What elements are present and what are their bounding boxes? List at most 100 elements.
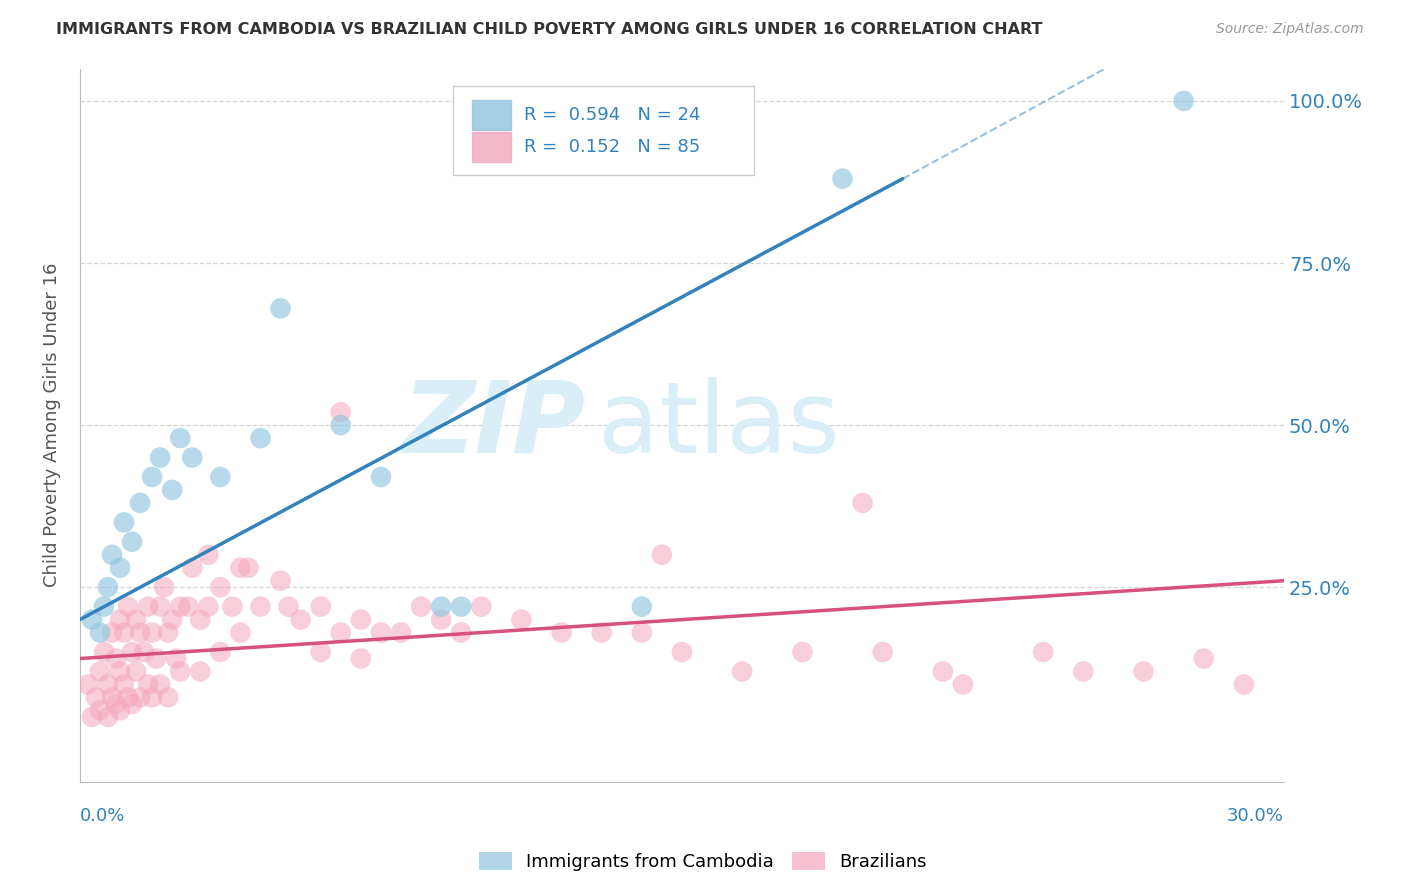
Point — [249, 431, 271, 445]
Point — [121, 697, 143, 711]
Point — [389, 625, 412, 640]
Point — [136, 599, 159, 614]
Point — [160, 483, 183, 497]
Legend: Immigrants from Cambodia, Brazilians: Immigrants from Cambodia, Brazilians — [472, 845, 934, 879]
Point — [169, 599, 191, 614]
Point — [129, 690, 152, 705]
Point — [181, 560, 204, 574]
Point — [1073, 665, 1095, 679]
Point — [270, 301, 292, 316]
Text: atlas: atlas — [598, 376, 839, 474]
Point — [831, 171, 853, 186]
Point — [430, 613, 453, 627]
Point — [249, 599, 271, 614]
Point — [121, 645, 143, 659]
Point — [270, 574, 292, 588]
Point — [591, 625, 613, 640]
Point — [181, 450, 204, 465]
Point — [149, 450, 172, 465]
Y-axis label: Child Poverty Among Girls Under 16: Child Poverty Among Girls Under 16 — [44, 263, 60, 587]
Point — [108, 560, 131, 574]
Point — [630, 625, 652, 640]
FancyBboxPatch shape — [472, 100, 510, 130]
Point — [651, 548, 673, 562]
Point — [136, 677, 159, 691]
Point — [229, 560, 252, 574]
Point — [350, 651, 373, 665]
Point — [77, 677, 100, 691]
Point — [510, 613, 533, 627]
Text: R =  0.152   N = 85: R = 0.152 N = 85 — [524, 138, 700, 156]
Text: 0.0%: 0.0% — [80, 807, 125, 825]
Point — [157, 625, 180, 640]
Point — [145, 651, 167, 665]
Point — [450, 599, 472, 614]
Point — [209, 580, 232, 594]
Point — [89, 665, 111, 679]
Point — [290, 613, 312, 627]
Point — [872, 645, 894, 659]
Point — [169, 431, 191, 445]
Point — [101, 625, 124, 640]
Text: Source: ZipAtlas.com: Source: ZipAtlas.com — [1216, 22, 1364, 37]
Point — [97, 580, 120, 594]
Point — [450, 625, 472, 640]
Point — [370, 470, 392, 484]
Point — [430, 599, 453, 614]
Point — [792, 645, 814, 659]
Point — [97, 710, 120, 724]
Point — [125, 613, 148, 627]
Text: ZIP: ZIP — [402, 376, 586, 474]
Point — [121, 534, 143, 549]
Point — [104, 697, 127, 711]
Point — [177, 599, 200, 614]
Point — [470, 599, 492, 614]
Point — [141, 470, 163, 484]
Point — [851, 496, 873, 510]
Point — [108, 613, 131, 627]
Point — [329, 418, 352, 433]
Point — [630, 599, 652, 614]
Point — [370, 625, 392, 640]
Point — [952, 677, 974, 691]
Point — [132, 645, 155, 659]
Point — [329, 625, 352, 640]
Point — [731, 665, 754, 679]
Point — [149, 677, 172, 691]
Point — [209, 645, 232, 659]
Point — [153, 580, 176, 594]
Point — [165, 651, 187, 665]
Point — [101, 690, 124, 705]
Point — [112, 677, 135, 691]
Point — [671, 645, 693, 659]
Point — [550, 625, 572, 640]
Point — [149, 599, 172, 614]
Point — [141, 690, 163, 705]
Point — [80, 710, 103, 724]
Point — [1032, 645, 1054, 659]
Point — [1233, 677, 1256, 691]
Point — [129, 496, 152, 510]
FancyBboxPatch shape — [453, 87, 754, 176]
Point — [112, 516, 135, 530]
Point — [112, 625, 135, 640]
Point — [141, 625, 163, 640]
Point — [101, 548, 124, 562]
Point — [309, 645, 332, 659]
Point — [1192, 651, 1215, 665]
Point — [108, 665, 131, 679]
Text: IMMIGRANTS FROM CAMBODIA VS BRAZILIAN CHILD POVERTY AMONG GIRLS UNDER 16 CORRELA: IMMIGRANTS FROM CAMBODIA VS BRAZILIAN CH… — [56, 22, 1043, 37]
Point — [188, 665, 211, 679]
Point — [1173, 94, 1195, 108]
Point — [89, 703, 111, 717]
Point — [104, 651, 127, 665]
Point — [108, 703, 131, 717]
Point — [209, 470, 232, 484]
Point — [221, 599, 243, 614]
Point — [117, 690, 139, 705]
Point — [80, 613, 103, 627]
Text: 30.0%: 30.0% — [1227, 807, 1284, 825]
Text: R =  0.594   N = 24: R = 0.594 N = 24 — [524, 106, 700, 124]
Point — [197, 599, 219, 614]
Point — [329, 405, 352, 419]
